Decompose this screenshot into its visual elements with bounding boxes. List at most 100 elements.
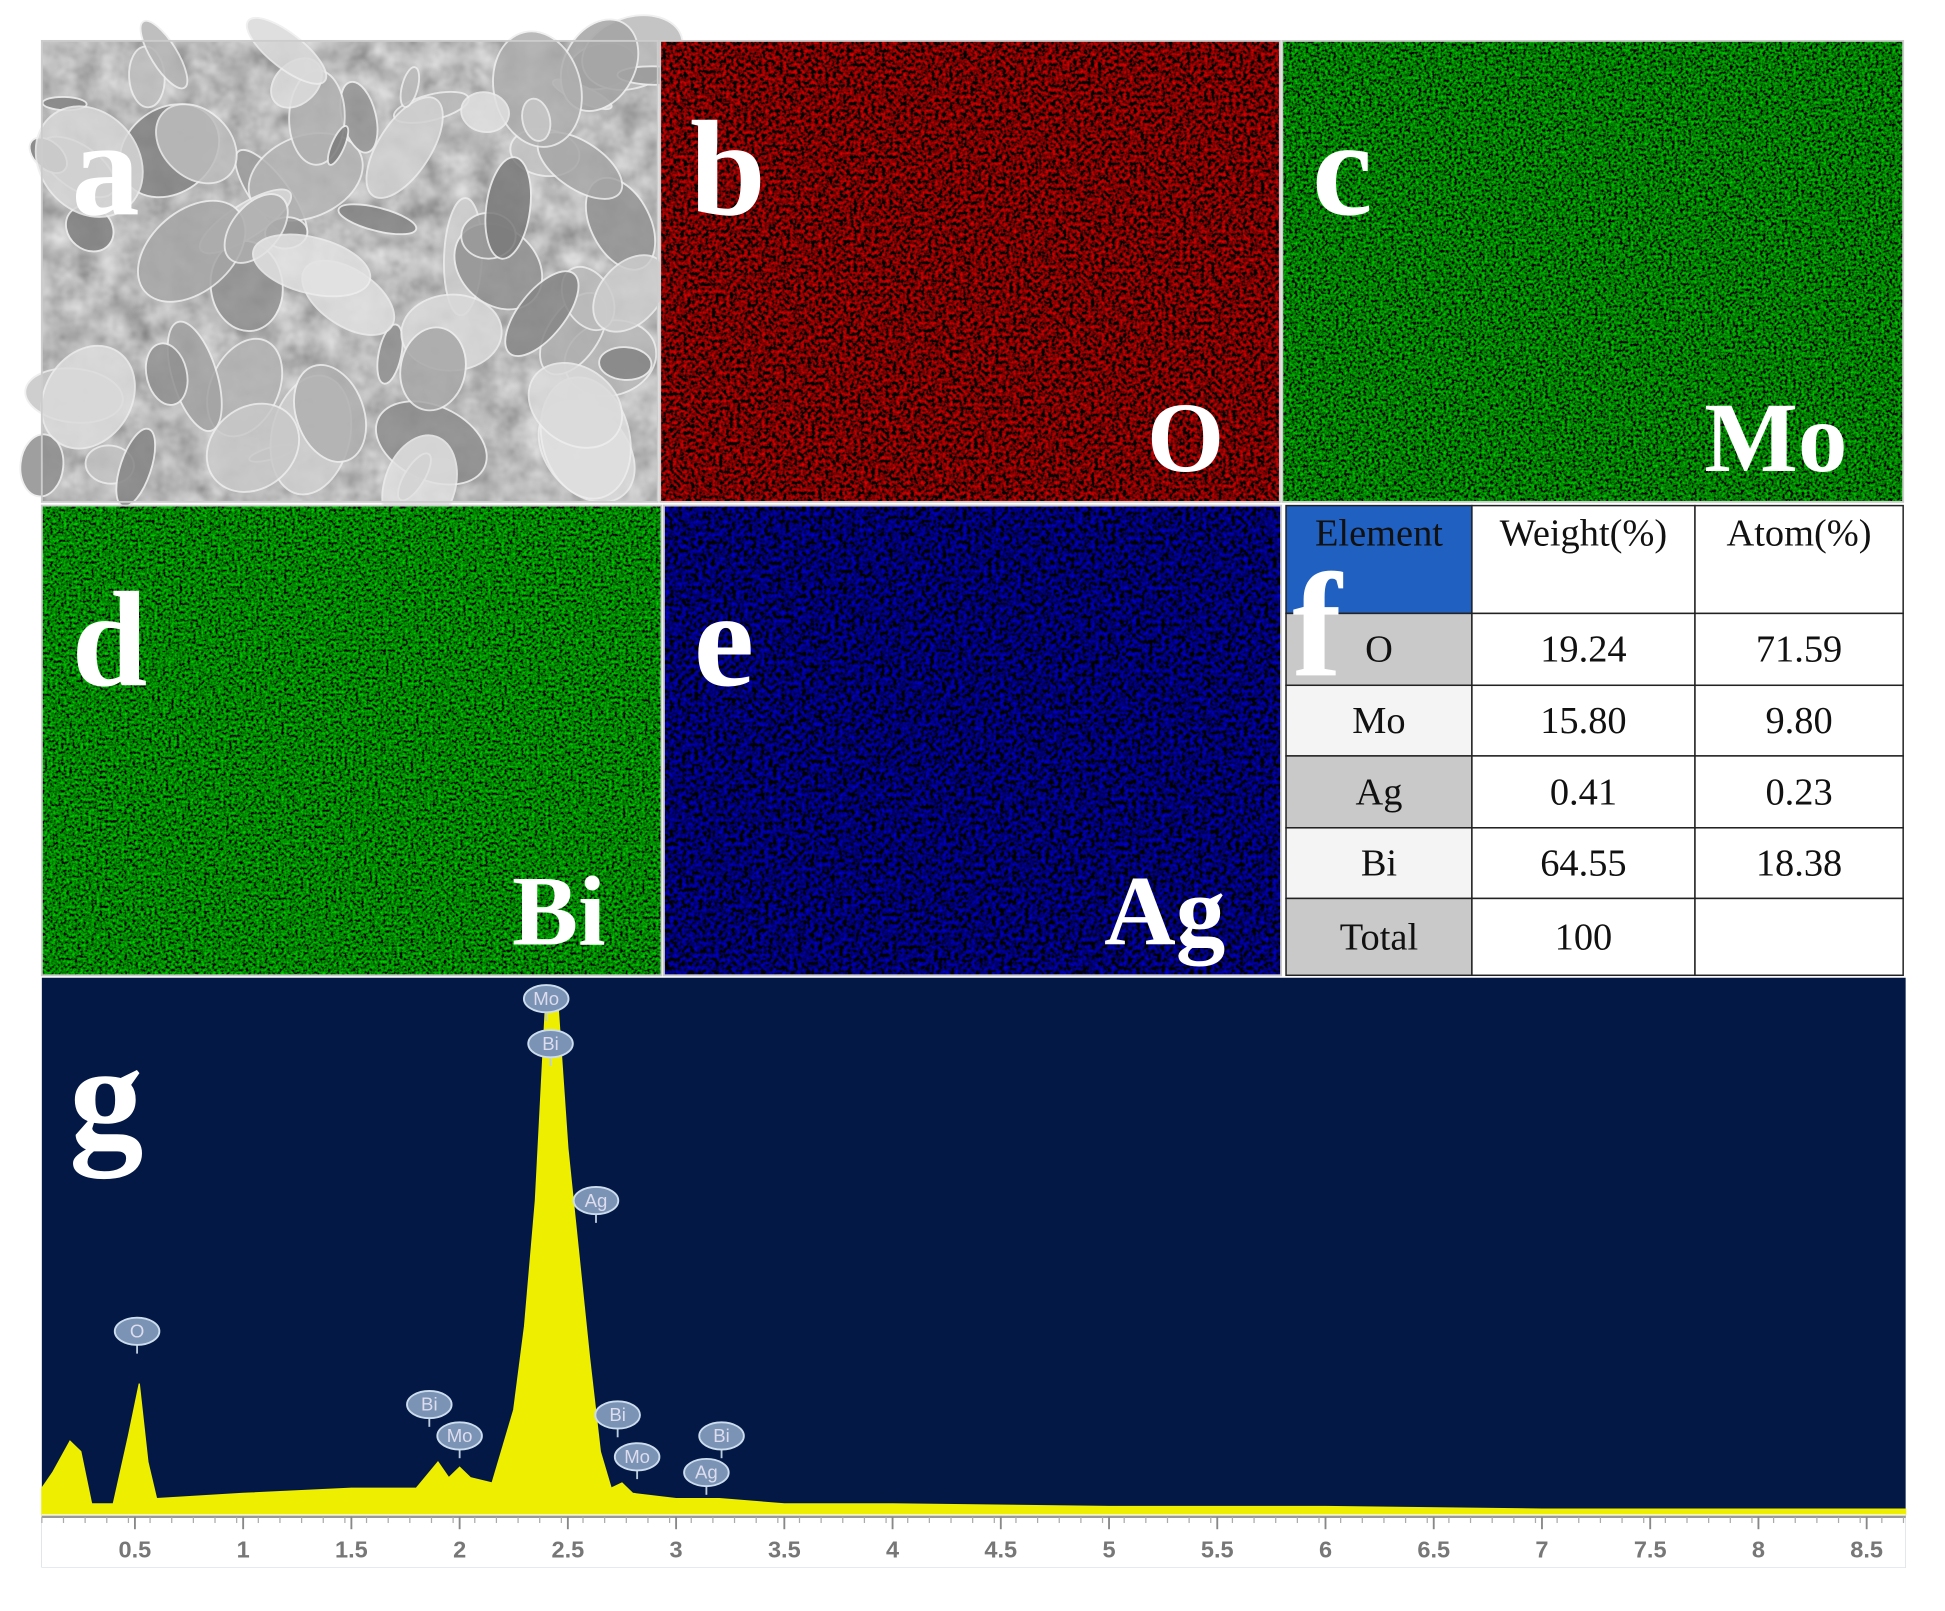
table-cell-text: 71.59: [1756, 629, 1842, 671]
sem-flake: [144, 342, 189, 406]
table-cell: [1471, 684, 1696, 757]
sem-flake: [521, 97, 552, 142]
x-tick-label: 3.5: [768, 1537, 801, 1563]
table-cell-text: Ag: [1355, 771, 1402, 813]
x-tick-label: 2: [453, 1537, 466, 1563]
x-tick-label: 6.5: [1417, 1537, 1450, 1563]
x-tick-label: 5.5: [1201, 1537, 1234, 1563]
panel-border: [659, 39, 1281, 503]
peak-label: Bi: [542, 1033, 559, 1054]
table-cell: [1471, 504, 1696, 615]
peak-marker: [698, 1421, 745, 1451]
table-cell: [1694, 684, 1904, 757]
peak-marker: [436, 1421, 483, 1451]
sem-flake: [34, 105, 144, 218]
element-label: Mo: [1704, 384, 1847, 493]
peak-marker: [594, 1400, 641, 1430]
panel-border: [40, 504, 663, 977]
sem-flake: [293, 364, 367, 463]
table-cell: [1694, 827, 1904, 900]
table-cell: [1285, 504, 1473, 615]
peak-label: Bi: [609, 1404, 626, 1425]
peak-label: Mo: [447, 1425, 473, 1446]
x-tick-label: 7.5: [1634, 1537, 1667, 1563]
sem-flake: [139, 19, 189, 90]
x-axis-band: [41, 1514, 1906, 1568]
sem-flake: [460, 91, 510, 133]
sem-flake: [155, 103, 238, 185]
table-cell-text: 100: [1555, 916, 1613, 958]
element-label: O: [1147, 384, 1224, 493]
x-tick-label: 4.5: [984, 1537, 1017, 1563]
sem-flake: [399, 66, 421, 109]
map-image: [663, 505, 1282, 976]
panel-border: [40, 39, 659, 503]
map-image: [1282, 40, 1904, 502]
peak-marker: [613, 1442, 661, 1472]
panel-letter: g: [69, 1014, 143, 1179]
sem-flake: [337, 203, 418, 236]
spectrum-background: [41, 977, 1906, 1568]
peak-marker: [527, 1029, 574, 1059]
peak-label: O: [130, 1321, 144, 1342]
table-cell: [1285, 827, 1473, 900]
table-cell-text: 64.55: [1540, 843, 1626, 885]
table-cell-text: Bi: [1361, 843, 1397, 885]
x-tick-label: 6: [1319, 1537, 1332, 1563]
table-cell-text: 15.80: [1540, 700, 1626, 742]
peak-marker: [683, 1457, 730, 1488]
sem-flake: [205, 402, 301, 493]
sem-flake: [598, 346, 653, 381]
element-label: Bi: [512, 857, 606, 966]
sem-flake: [137, 199, 247, 303]
panel-letter: d: [72, 565, 148, 715]
table-cell: [1694, 755, 1904, 829]
x-tick-label: 0.5: [119, 1537, 152, 1563]
peak-label: Bi: [713, 1425, 730, 1446]
peak-label: Bi: [421, 1394, 438, 1415]
table-cell: [1694, 897, 1904, 977]
sem-flake: [365, 96, 444, 199]
spectrum-area: [41, 990, 1907, 1515]
x-tick-label: 8: [1752, 1537, 1765, 1563]
x-tick-label: 7: [1535, 1537, 1548, 1563]
peak-marker: [572, 1186, 620, 1216]
panel-letter: b: [690, 94, 766, 244]
table-header: Weight(%): [1500, 512, 1668, 554]
peak-label: Mo: [624, 1446, 650, 1467]
sem-flake: [252, 233, 372, 298]
map-image: [660, 40, 1280, 502]
peak-label: Ag: [695, 1462, 718, 1483]
table-cell: [1471, 612, 1696, 687]
table-cell: [1471, 827, 1696, 900]
table-header: Atom(%): [1727, 512, 1872, 554]
x-tick-label: 1.5: [335, 1537, 368, 1563]
x-tick-label: 1: [237, 1537, 250, 1563]
table-cell-text: Total: [1340, 916, 1418, 958]
table-cell: [1694, 612, 1904, 687]
sem-flake: [245, 16, 328, 85]
table-cell-text: 19.24: [1540, 629, 1626, 671]
element-label: Ag: [1104, 857, 1225, 966]
table-cell: [1471, 897, 1696, 977]
sem-flake: [40, 344, 136, 450]
sem-flake: [399, 326, 467, 412]
table-cell-text: O: [1365, 629, 1393, 671]
x-tick-label: 8.5: [1850, 1537, 1883, 1563]
sem-flake: [504, 270, 580, 357]
peak-marker: [406, 1389, 453, 1420]
table-cell-text: 18.38: [1756, 843, 1842, 885]
panel-border: [1281, 39, 1905, 503]
table-cell-text: 0.41: [1550, 771, 1617, 813]
map-image: [41, 505, 662, 976]
panel-letter: a: [72, 94, 140, 244]
table-cell-text: 9.80: [1765, 700, 1832, 742]
table-cell: [1694, 504, 1904, 615]
peak-marker: [522, 984, 570, 1014]
table-header: Element: [1315, 512, 1443, 554]
x-tick-label: 3: [670, 1537, 683, 1563]
table-cell: [1285, 612, 1473, 687]
peak-label: Mo: [533, 988, 559, 1009]
